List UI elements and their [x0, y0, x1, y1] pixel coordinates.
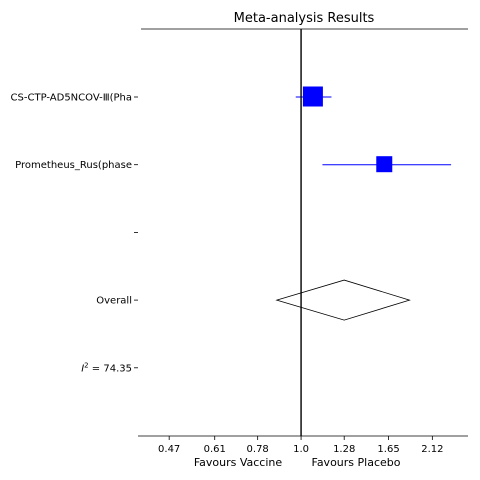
- x-ticks: 0.47 0.61 0.78 1.0 1.28 1.65 2.12: [158, 436, 443, 455]
- row-label: CS-CTP-AD5NCOV-Ⅲ(Pha: [11, 93, 132, 104]
- x-tick-label: 2.12: [421, 444, 443, 455]
- x-tick-label: 0.61: [204, 444, 226, 455]
- x-tick-label: 1.65: [377, 444, 399, 455]
- chart-title: Meta-analysis Results: [234, 11, 375, 26]
- x-tick-label: 0.47: [158, 444, 180, 455]
- xlabel-left: Favours Vaccine: [194, 456, 283, 469]
- overall-diamond: [275, 279, 411, 321]
- x-tick-label: 1.0: [293, 444, 309, 455]
- x-tick-label: 1.28: [333, 444, 355, 455]
- study-effect-square: [302, 86, 323, 107]
- row-label: Prometheus_Rus(phase: [15, 160, 132, 171]
- rows-layer: CS-CTP-AD5NCOV-Ⅲ(Pha Prometheus_Rus(phase…: [11, 86, 452, 374]
- xlabel-right: Favours Placebo: [312, 456, 401, 469]
- heterogeneity-label: I2 = 74.35: [81, 361, 132, 374]
- study-effect-square: [376, 156, 393, 173]
- x-tick-label: 0.78: [247, 444, 269, 455]
- row-label: Overall: [96, 296, 132, 307]
